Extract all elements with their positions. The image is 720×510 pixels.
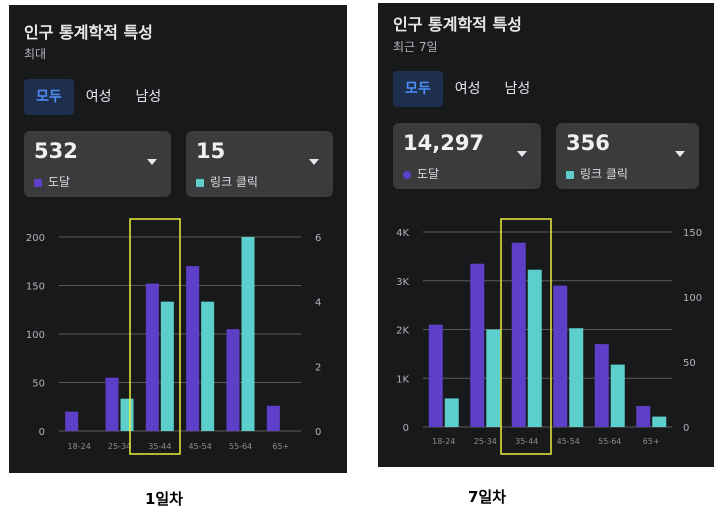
right-tick-label: 2 (315, 362, 321, 373)
link-clicks-bar (652, 416, 667, 427)
reach-bar (594, 344, 609, 427)
left-tick-label: 0 (39, 427, 45, 438)
left-tick-label: 50 (32, 379, 45, 390)
left-tick-label: 4K (396, 228, 409, 239)
panel-title: 인구 통계학적 특성 (24, 23, 153, 42)
right-tick-label: 50 (683, 358, 696, 369)
tab-all[interactable]: 모두 (393, 71, 443, 107)
tab-male[interactable]: 남성 (135, 89, 162, 105)
reach-label: 도달 (48, 175, 71, 189)
category-label: 18-24 (68, 442, 91, 451)
chevron-down-icon[interactable] (675, 151, 685, 157)
demographics-bar-chart: 0 1K 2K 3K 4K 0 50 100 150 18-24 25-34 35-44 45-54 55… (396, 218, 702, 455)
link-clicks-bar (201, 301, 215, 431)
category-label: 25-34 (108, 442, 131, 451)
reach-value: 532 (34, 139, 78, 163)
left-tick-label: 0 (403, 423, 409, 434)
right-tick-label: 0 (315, 427, 321, 438)
link-clicks-legend: 링크 클릭 (566, 165, 628, 182)
highlight-box (500, 218, 552, 455)
category-label: 55-64 (598, 437, 621, 446)
reach-bar (226, 329, 240, 431)
panel-title: 인구 통계학적 특성 (393, 15, 522, 34)
reach-value: 14,297 (403, 131, 485, 155)
link-clicks-bar (120, 398, 134, 431)
link-clicks-bar (160, 301, 174, 431)
link-clicks-value: 356 (566, 131, 610, 155)
right-tick-label: 150 (683, 228, 702, 239)
link-clicks-metric-dropdown[interactable]: 15 링크 클릭 (186, 131, 333, 197)
left-tick-label: 1K (396, 374, 409, 385)
reach-bar (636, 406, 651, 427)
link-clicks-bar (241, 237, 255, 431)
reach-bar (266, 405, 280, 431)
category-label: 55-64 (229, 442, 252, 451)
reach-swatch (403, 170, 411, 179)
reach-bar (105, 377, 119, 431)
reach-legend: 도달 (34, 173, 70, 190)
left-tick-label: 3K (396, 277, 409, 288)
category-label: 35-44 (515, 437, 538, 446)
highlight-box (129, 218, 181, 455)
right-tick-label: 6 (315, 233, 321, 244)
reach-bar (511, 242, 526, 427)
link-clicks-label: 링크 클릭 (210, 175, 258, 189)
category-label: 25-34 (474, 437, 497, 446)
right-tick-label: 0 (683, 423, 689, 434)
category-label: 45-54 (557, 437, 580, 446)
chevron-down-icon[interactable] (147, 159, 157, 165)
chevron-down-icon[interactable] (309, 159, 319, 165)
reach-label: 도달 (417, 167, 440, 181)
tab-all[interactable]: 모두 (24, 79, 74, 115)
reach-bar (553, 285, 568, 427)
category-label: 18-24 (432, 437, 455, 446)
left-tick-label: 150 (26, 282, 45, 293)
link-clicks-bar (527, 269, 542, 427)
link-clicks-bar (486, 329, 501, 427)
link-clicks-bar (610, 364, 625, 427)
gender-tabs: 모두 여성 남성 (24, 79, 173, 115)
tab-female[interactable]: 여성 (454, 81, 481, 97)
link-clicks-value: 15 (196, 139, 226, 163)
reach-bar (186, 266, 200, 431)
reach-metric-dropdown[interactable]: 14,297 도달 (393, 123, 541, 189)
link-clicks-legend: 링크 클릭 (196, 173, 258, 190)
panel-subtitle: 최대 (24, 47, 47, 61)
left-tick-label: 200 (26, 233, 45, 244)
link-clicks-swatch (196, 178, 204, 187)
gender-tabs: 모두 여성 남성 (393, 71, 542, 107)
reach-bar (470, 263, 485, 427)
link-clicks-bar (444, 398, 459, 427)
day7-caption: 7일차 (468, 488, 507, 506)
left-tick-label: 100 (26, 330, 45, 341)
link-clicks-metric-dropdown[interactable]: 356 링크 클릭 (556, 123, 699, 189)
panel-subtitle: 최근 7일 (393, 40, 438, 54)
category-label: 65+ (272, 442, 289, 451)
tab-male[interactable]: 남성 (504, 81, 531, 97)
category-label: 35-44 (148, 442, 171, 451)
chevron-down-icon[interactable] (517, 151, 527, 157)
right-tick-label: 100 (683, 293, 702, 304)
tab-female[interactable]: 여성 (85, 89, 112, 105)
reach-bar (428, 324, 443, 427)
link-clicks-label: 링크 클릭 (580, 167, 628, 181)
reach-legend: 도달 (403, 165, 439, 182)
link-clicks-bar (569, 328, 584, 427)
reach-swatch (34, 178, 42, 187)
demographics-panel-day1: 인구 통계학적 특성 최대 모두 여성 남성 532 도달 15 링크 클릭 0… (9, 5, 347, 473)
left-tick-label: 2K (396, 326, 409, 337)
day1-caption: 1일차 (145, 490, 184, 508)
reach-metric-dropdown[interactable]: 532 도달 (24, 131, 171, 197)
category-label: 45-54 (189, 442, 212, 451)
demographics-bar-chart: 0 50 100 150 200 0 2 4 6 18-24 25-34 35-44 45-54 55-6… (26, 218, 321, 455)
demographics-panel-day7: 인구 통계학적 특성 최근 7일 모두 여성 남성 14,297 도달 356 … (378, 3, 714, 467)
link-clicks-swatch (566, 170, 574, 179)
right-tick-label: 4 (315, 298, 321, 309)
reach-bar (65, 411, 79, 431)
category-label: 65+ (643, 437, 660, 446)
reach-bar (145, 283, 159, 431)
